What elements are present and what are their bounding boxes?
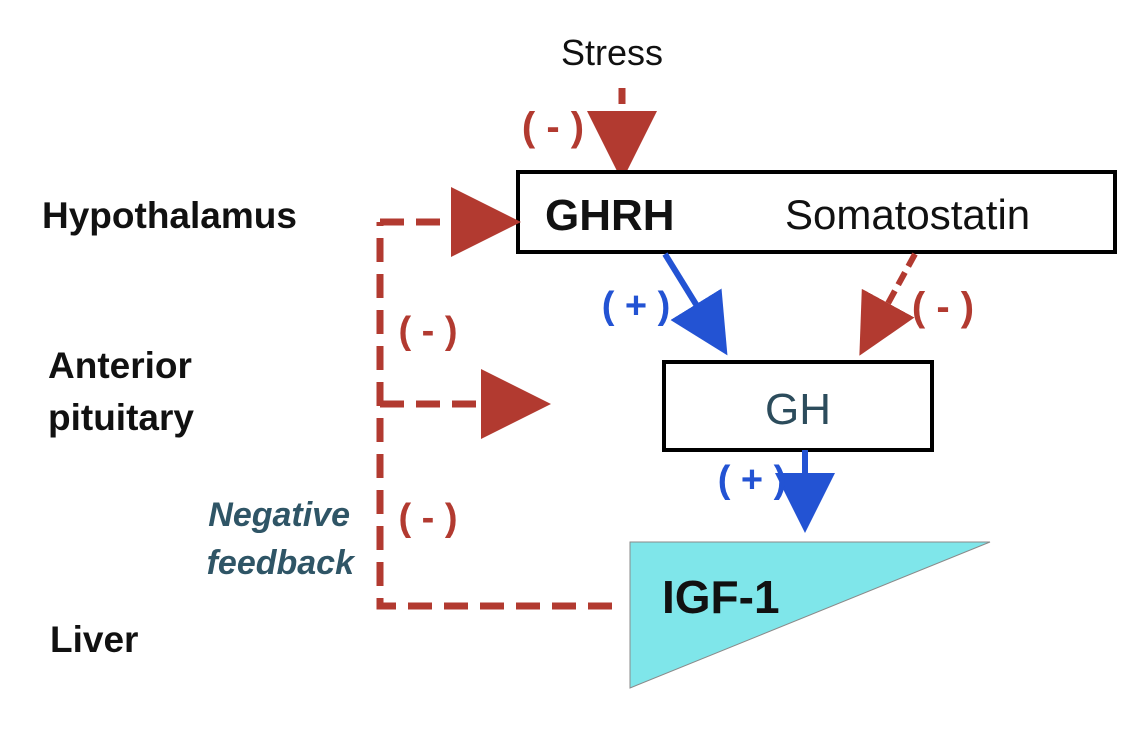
gh-to-igf-sign: ( + ) <box>718 459 787 501</box>
hypothalamus-level-label: Hypothalamus <box>42 195 297 236</box>
somatostatin-to-gh-arrow <box>859 252 918 356</box>
liver-level-label: Liver <box>50 619 138 660</box>
somatostatin-label: Somatostatin <box>785 191 1030 238</box>
ghrh-label: GHRH <box>545 191 675 240</box>
anterior-pituitary-label-line1: Anterior <box>48 345 192 386</box>
ghrh-to-gh-arrow <box>662 252 728 356</box>
hypothalamus-box <box>516 170 1117 254</box>
somatostatin-to-gh-sign: ( - ) <box>912 285 974 329</box>
gh-label: GH <box>765 385 831 434</box>
igf-1-label: IGF-1 <box>662 571 780 623</box>
feedback-lower-sign: ( - ) <box>398 497 457 539</box>
stress-label: Stress <box>561 32 663 73</box>
anterior-pituitary-label-line2: pituitary <box>48 397 194 438</box>
ghrh-to-gh-sign: ( + ) <box>602 285 671 327</box>
negative-feedback-label-line2: feedback <box>207 544 356 582</box>
gh-box <box>662 360 934 452</box>
negative-feedback-label-line1: Negative <box>208 496 350 534</box>
stress-sign: ( - ) <box>522 105 584 149</box>
igf-1-triangle <box>629 541 991 689</box>
feedback-upper-sign: ( - ) <box>398 310 457 352</box>
feedback-line <box>376 222 612 610</box>
